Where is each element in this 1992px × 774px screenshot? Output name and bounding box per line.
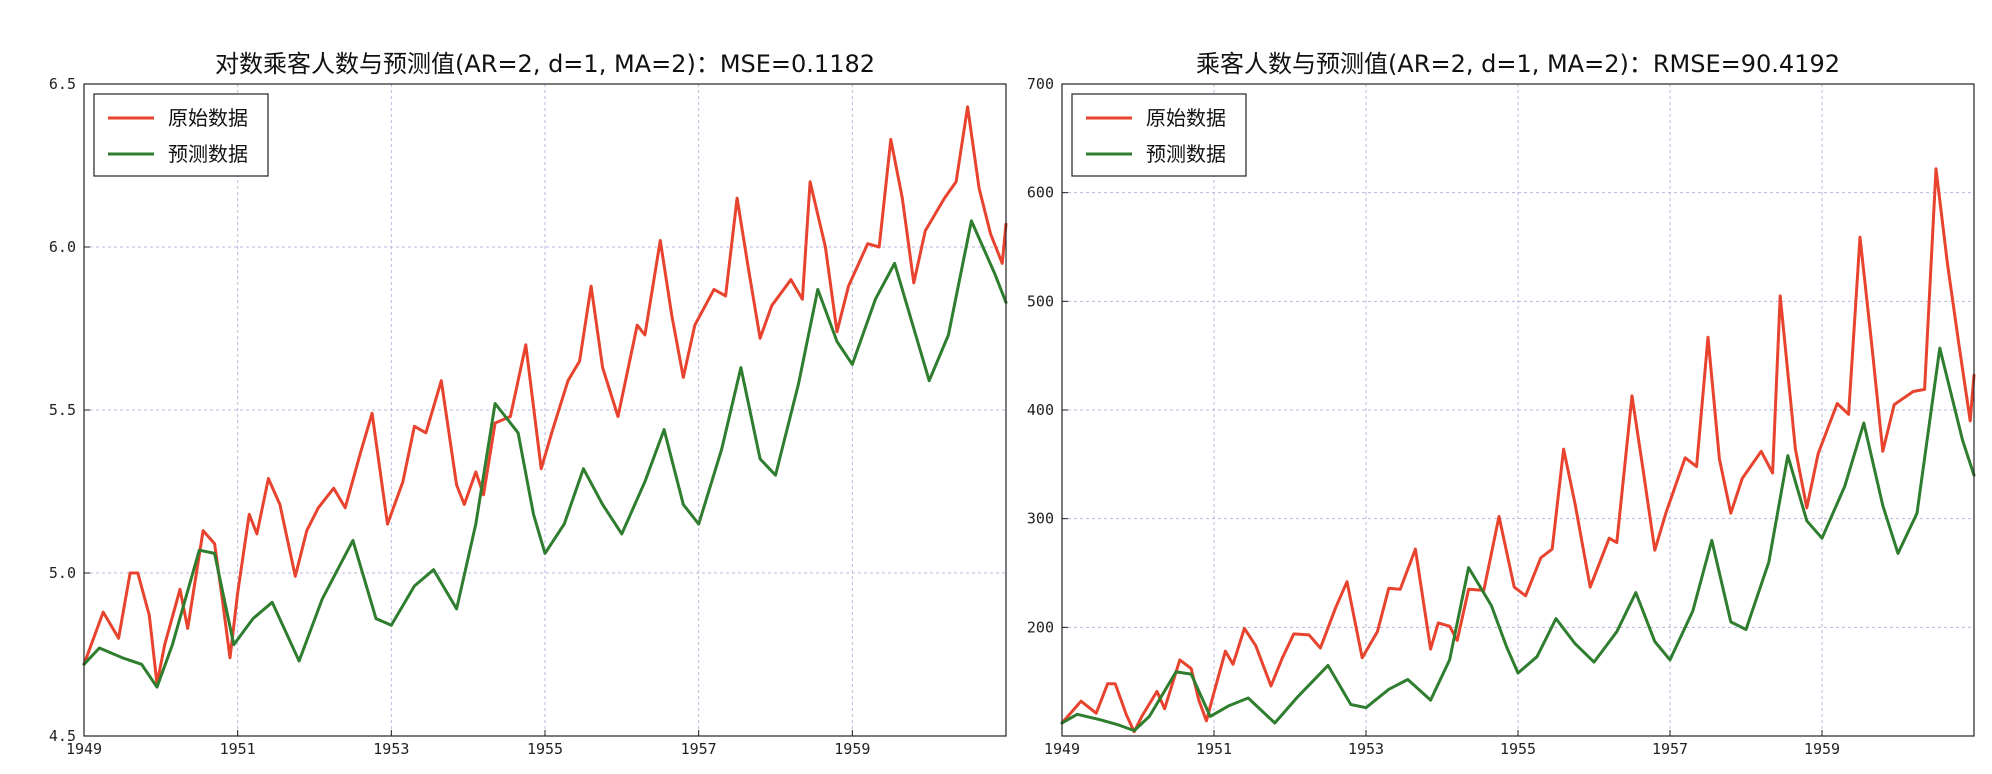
chart-title: 乘客人数与预测值(AR=2, d=1, MA=2)：RMSE=90.4192 xyxy=(1196,50,1840,78)
y-tick-label: 4.5 xyxy=(49,727,76,745)
x-tick-label: 1959 xyxy=(834,740,870,758)
series-line-predicted xyxy=(1060,346,1976,733)
chart-panel-2: 1949 1951 1953 1955 1957 1959 200 300 400 500 600 7… xyxy=(1027,50,1976,758)
x-tick-label: 1951 xyxy=(220,740,256,758)
x-tick-label: 1957 xyxy=(681,740,717,758)
series-line-predicted xyxy=(82,219,1008,689)
x-tick-label: 1951 xyxy=(1196,740,1232,758)
y-tick-label: 500 xyxy=(1027,292,1054,310)
series-line-original xyxy=(82,105,1008,686)
y-tick-label: 5.0 xyxy=(49,564,76,582)
legend-box xyxy=(1071,93,1247,177)
x-tick-label: 1953 xyxy=(373,740,409,758)
x-tick-label: 1955 xyxy=(1500,740,1536,758)
chart-title: 对数乘客人数与预测值(AR=2, d=1, MA=2)：MSE=0.1182 xyxy=(215,50,875,78)
x-tick-label: 1949 xyxy=(1044,740,1080,758)
y-tick-label: 200 xyxy=(1027,618,1054,636)
legend-label: 原始数据 xyxy=(168,106,248,130)
series-line-original xyxy=(1060,167,1976,734)
y-tick-label: 300 xyxy=(1027,510,1054,528)
y-tick-label: 600 xyxy=(1027,184,1054,202)
legend-label: 原始数据 xyxy=(1146,106,1226,130)
x-tick-label: 1949 xyxy=(66,740,102,758)
x-tick-label: 1953 xyxy=(1348,740,1384,758)
y-tick-label: 5.5 xyxy=(49,401,76,419)
legend-box xyxy=(93,93,269,177)
legend-label: 预测数据 xyxy=(1146,142,1226,166)
y-tick-label: 400 xyxy=(1027,401,1054,419)
x-tick-label: 1959 xyxy=(1804,740,1840,758)
chart-panel-1: 1949 1951 1953 1955 1957 1959 4.5 5.0 5.5 6.0 6.5 对… xyxy=(49,50,1008,758)
y-tick-label: 700 xyxy=(1027,75,1054,93)
legend-label: 预测数据 xyxy=(168,142,248,166)
x-tick-label: 1955 xyxy=(527,740,563,758)
x-tick-label: 1957 xyxy=(1652,740,1688,758)
y-tick-label: 6.5 xyxy=(49,75,76,93)
y-tick-label: 6.0 xyxy=(49,238,76,256)
